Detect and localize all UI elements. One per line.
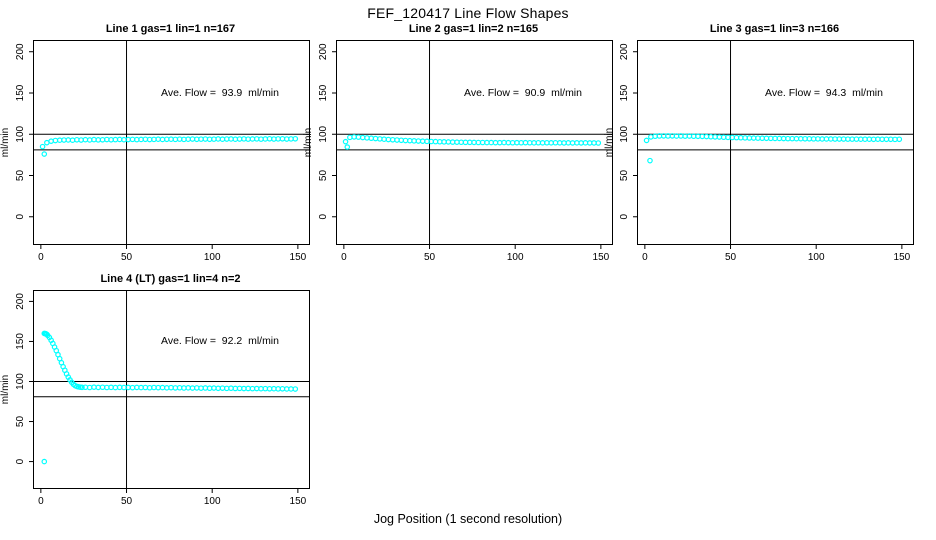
subplot-line-2: Line 2 gas=1 lin=2 n=165 0 50 100 150 0 50 100…: [303, 23, 613, 263]
data-point: [342, 138, 349, 145]
y-tick-label: 100: [619, 125, 630, 142]
data-point: [292, 386, 299, 392]
data-points: [342, 134, 602, 150]
y-tick-label: 0: [15, 458, 26, 464]
y-tick-label: 200: [15, 43, 26, 60]
subplot-4-canvas: 0 50 100 150 0 50 100 150 200 ml/min: [0, 291, 309, 507]
y-tick-label: 150: [318, 84, 329, 101]
y-tick-label: 100: [15, 125, 26, 142]
x-tick-label: 100: [507, 252, 524, 263]
y-tick-label: 150: [15, 84, 26, 101]
x-tick-label: 100: [204, 252, 221, 263]
plot-box: 0 50 100 150 0 50 100 150 200 ml/min: [0, 290, 310, 507]
stray-data-point: [344, 144, 351, 150]
x-tick-label: 100: [204, 496, 221, 507]
data-point: [292, 135, 299, 142]
x-tick-label: 0: [38, 496, 44, 507]
y-tick-label: 100: [318, 125, 329, 142]
x-tick-label: 50: [121, 496, 133, 507]
data-point: [39, 143, 46, 150]
subplot-title: Line 2 gas=1 lin=2 n=165: [408, 23, 539, 35]
y-tick-label: 0: [15, 214, 26, 220]
subplot-title: Line 4 (LT) gas=1 lin=4 n=2: [100, 273, 241, 285]
data-points: [39, 135, 299, 157]
x-tick-label: 50: [424, 252, 436, 263]
subplot-line-1: Line 1 gas=1 lin=1 n=167 0 50 100 150 0 50 100…: [0, 23, 310, 263]
subplot-3-canvas: 0 50 100 150 0 50 100 150 200 ml/min: [604, 41, 913, 263]
data-points: [41, 330, 299, 465]
y-tick-label: 150: [619, 84, 630, 101]
subplot-title: Line 1 gas=1 lin=1 n=167: [105, 23, 236, 35]
x-tick-label: 100: [808, 252, 825, 263]
figure-title: FEF_120417 Line Flow Shapes: [367, 5, 569, 21]
x-tick-label: 0: [38, 252, 44, 263]
y-tick-label: 50: [318, 170, 329, 182]
y-tick-label: 0: [619, 214, 630, 220]
y-tick-label: 50: [619, 170, 630, 182]
data-point: [643, 137, 650, 144]
y-axis-unit-label: ml/min: [303, 128, 314, 157]
data-point: [79, 384, 85, 391]
plot-box: 0 50 100 150 0 50 100 150 200 ml/min: [0, 40, 310, 263]
y-tick-label: 100: [15, 373, 26, 390]
x-tick-label: 150: [894, 252, 911, 263]
ave-flow-annotation: Ave. Flow = 92.2 ml/min: [161, 335, 279, 348]
data-point: [648, 134, 654, 140]
y-tick-label: 50: [15, 416, 26, 428]
x-axis-label: Jog Position (1 second resolution): [373, 512, 563, 526]
data-point: [48, 138, 54, 144]
y-tick-label: 150: [15, 333, 26, 350]
plot-box: 0 50 100 150 0 50 100 150 200 ml/min: [303, 40, 613, 263]
y-tick-label: 0: [318, 214, 329, 220]
y-tick-label: 200: [15, 293, 26, 310]
stray-data-point: [41, 151, 48, 157]
ave-flow-annotation: Ave. Flow = 93.9 ml/min: [161, 86, 279, 99]
y-axis-unit-label: ml/min: [0, 375, 11, 404]
y-tick-label: 200: [619, 43, 630, 60]
x-tick-label: 50: [725, 252, 737, 263]
y-tick-label: 200: [318, 43, 329, 60]
subplot-1-canvas: 0 50 100 150 0 50 100 150 200 ml/min: [0, 41, 309, 263]
x-tick-label: 0: [642, 252, 648, 263]
ave-flow-annotation: Ave. Flow = 94.3 ml/min: [765, 86, 883, 99]
x-tick-label: 0: [341, 252, 347, 263]
x-tick-label: 150: [593, 252, 610, 263]
data-point: [896, 136, 903, 143]
subplot-line-3: Line 3 gas=1 lin=3 n=166 0 50 100 150 0 50 100…: [604, 23, 914, 263]
y-tick-label: 50: [15, 170, 26, 182]
ave-flow-annotation: Ave. Flow = 90.9 ml/min: [464, 86, 582, 99]
data-point: [595, 140, 602, 146]
y-axis-unit-label: ml/min: [604, 128, 615, 157]
data-points: [643, 133, 903, 164]
stray-data-point: [647, 157, 653, 164]
subplot-title: Line 3 gas=1 lin=3 n=166: [709, 23, 840, 35]
subplot-line-4: Line 4 (LT) gas=1 lin=4 n=2 0 50 100 150 0 50…: [0, 273, 310, 507]
plot-box: 0 50 100 150 0 50 100 150 200 ml/min: [604, 40, 914, 263]
x-tick-label: 50: [121, 252, 133, 263]
x-tick-label: 150: [290, 252, 307, 263]
subplot-2-canvas: 0 50 100 150 0 50 100 150 200 ml/min: [303, 41, 612, 263]
stray-data-point: [41, 458, 48, 465]
x-tick-label: 150: [290, 496, 307, 507]
y-axis-unit-label: ml/min: [0, 128, 11, 157]
